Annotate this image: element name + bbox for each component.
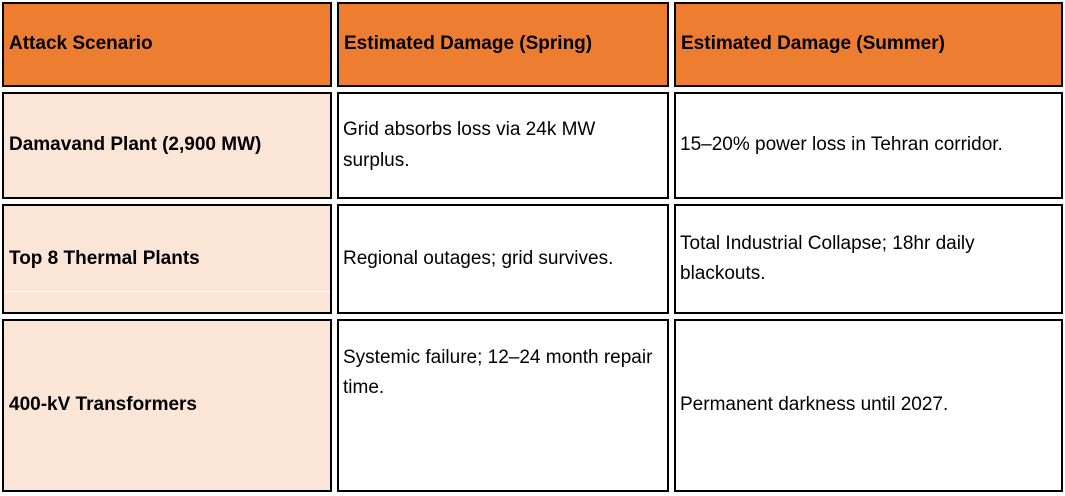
scenario-cell-damavand-plant: Damavand Plant (2,900 MW) [2, 92, 332, 199]
spring-damage-cell-damavand: Grid absorbs loss via 24k MW surplus. [337, 92, 669, 199]
spring-damage-text: Systemic failure; 12–24 month repair tim… [343, 347, 653, 399]
scenario-label: Top 8 Thermal Plants [9, 247, 200, 269]
summer-damage-text: 15–20% power loss in Tehran corridor. [680, 134, 1003, 156]
scenario-cell-transformers: 400-kV Transformers [2, 319, 332, 492]
spring-damage-text: Grid absorbs loss via 24k MW surplus. [343, 119, 596, 171]
summer-damage-cell-thermal: Total Industrial Collapse; 18hr daily bl… [674, 204, 1063, 314]
summer-damage-cell-damavand: 15–20% power loss in Tehran corridor. [674, 92, 1063, 199]
spring-damage-text: Regional outages; grid survives. [343, 247, 614, 269]
scenario-cell-thermal-plants: Top 8 Thermal Plants [2, 204, 332, 314]
scenario-label: Damavand Plant (2,900 MW) [9, 134, 262, 156]
header-label-damage-spring: Estimated Damage (Spring) [344, 33, 593, 55]
spring-damage-cell-transformers: Systemic failure; 12–24 month repair tim… [337, 319, 669, 492]
summer-damage-cell-transformers: Permanent darkness until 2027. [674, 319, 1063, 492]
header-label-attack-scenario: Attack Scenario [9, 33, 153, 55]
summer-damage-text: Total Industrial Collapse; 18hr daily bl… [680, 232, 975, 284]
scenario-label: 400-kV Transformers [9, 394, 197, 416]
header-cell-damage-summer: Estimated Damage (Summer) [674, 2, 1063, 87]
summer-damage-text: Permanent darkness until 2027. [680, 394, 949, 416]
header-cell-attack-scenario: Attack Scenario [2, 2, 332, 87]
spring-damage-cell-thermal: Regional outages; grid survives. [337, 204, 669, 314]
header-cell-damage-spring: Estimated Damage (Spring) [337, 2, 669, 87]
header-label-damage-summer: Estimated Damage (Summer) [681, 33, 945, 55]
